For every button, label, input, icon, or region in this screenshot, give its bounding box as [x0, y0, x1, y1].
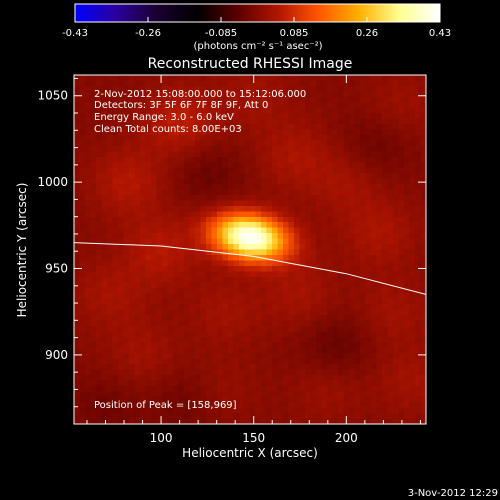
annotation-counts: Clean Total counts: 8.00E+03: [94, 124, 242, 135]
colorbar-tick-label: -0.43: [62, 28, 88, 39]
colorbar-tick-label: -0.085: [205, 28, 237, 39]
footer-timestamp: 3-Nov-2012 12:29: [408, 488, 498, 499]
colorbar-unit-label: (photons cm⁻² s⁻¹ asec⁻²): [193, 41, 322, 52]
y-axis-tick-label: 950: [45, 262, 68, 276]
y-axis-label: Heliocentric Y (arcsec): [15, 183, 29, 318]
colorbar-tick-label: 0.26: [356, 28, 378, 39]
x-axis-tick-label: 150: [242, 431, 265, 445]
colorbar-ticks: [74, 17, 441, 22]
annotation-detectors: Detectors: 3F 5F 6F 7F 8F 9F, Att 0: [94, 100, 268, 111]
y-axis-tick-label: 900: [45, 348, 68, 362]
axis-ticks: [74, 75, 426, 424]
x-axis-tick-label: 200: [335, 431, 358, 445]
colorbar-tick-label: 0.085: [280, 28, 309, 39]
colorbar: -0.43 -0.26 -0.085 0.085 0.26 0.43 (photons c…: [62, 3, 451, 52]
annotation-time-range: 2-Nov-2012 15:08:00.000 to 15:12:06.000: [94, 89, 306, 100]
annotation-block: 2-Nov-2012 15:08:00.000 to 15:12:06.000 …: [94, 89, 306, 135]
plot-area: [74, 75, 426, 424]
annotation-energy-range: Energy Range: 3.0 - 6.0 keV: [94, 112, 234, 123]
colorbar-tick-label: -0.26: [135, 28, 161, 39]
colorbar-tick-label: 0.43: [429, 28, 451, 39]
x-axis-tick-label: 100: [150, 431, 173, 445]
plot-frame: [73, 74, 427, 425]
colorbar-swatch: [74, 3, 441, 23]
y-axis-tick-label: 1000: [37, 175, 68, 189]
colorbar-tick-labels: -0.43 -0.26 -0.085 0.085 0.26 0.43: [62, 28, 451, 39]
axis-tick-labels: 100 150 200 900 950 1000 1050: [37, 89, 357, 445]
solar-limb-line: [74, 242, 426, 295]
chart-title: Reconstructed RHESSI Image: [148, 56, 353, 72]
x-axis-label: Heliocentric X (arcsec): [182, 446, 318, 460]
heatmap-image: [74, 75, 426, 424]
y-axis-tick-label: 1050: [37, 89, 68, 103]
peak-position-label: Position of Peak = [158,969]: [94, 400, 237, 411]
